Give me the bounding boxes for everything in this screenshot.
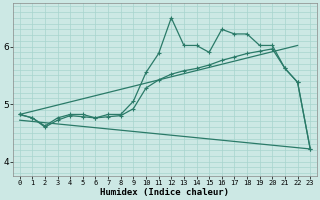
- X-axis label: Humidex (Indice chaleur): Humidex (Indice chaleur): [100, 188, 229, 197]
